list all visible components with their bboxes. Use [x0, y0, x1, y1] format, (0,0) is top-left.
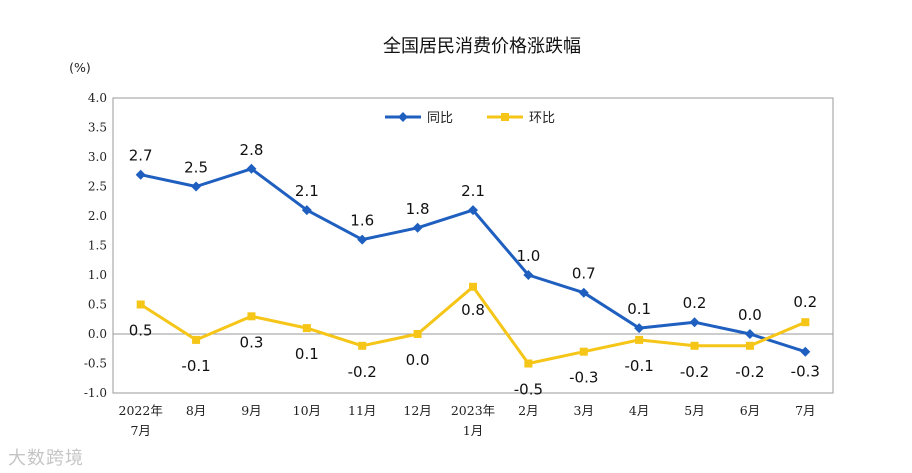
x-tick-label: 9月 [241, 403, 261, 418]
yoy-data-label: 2.1 [295, 182, 319, 200]
mom-point [358, 341, 367, 350]
yoy-point [744, 329, 755, 339]
yoy-point [578, 287, 589, 298]
legend-marker-yoy [398, 112, 408, 122]
yoy-point [191, 181, 202, 192]
yoy-data-label: 0.0 [738, 306, 762, 324]
yoy-data-label: 1.0 [516, 247, 540, 265]
yoy-data-label: 2.7 [129, 147, 153, 165]
yoy-point [135, 169, 146, 180]
y-tick-label: 1.5 [88, 239, 107, 253]
x-tick-label: 5月 [684, 403, 704, 418]
mom-point [579, 347, 588, 356]
x-tick-label: 6月 [740, 403, 760, 418]
x-tick-label: 2023年 1月 [451, 403, 495, 438]
mom-point [524, 359, 533, 368]
yoy-point [246, 163, 257, 174]
x-tick-label: 12月 [403, 403, 431, 418]
mom-point [469, 282, 477, 291]
mom-data-label: -0.2 [348, 363, 377, 381]
yoy-data-label: 0.2 [683, 294, 707, 312]
mom-point [413, 330, 422, 338]
series-layer [135, 163, 811, 368]
yoy-data-label: 2.1 [461, 182, 485, 200]
y-tick-label: 1.0 [88, 268, 107, 282]
legend-marker-mom [501, 113, 509, 121]
yoy-point [301, 205, 312, 216]
mom-data-label: 0.3 [240, 333, 264, 351]
y-tick-label: 0.0 [88, 327, 107, 341]
y-tick-label: 2.5 [88, 180, 107, 194]
x-tick-label: 8月 [186, 403, 206, 418]
yoy-point [357, 234, 368, 245]
plot-area-frame [112, 97, 834, 394]
y-tick-label: 3.0 [88, 150, 107, 164]
y-tick-label: 0.5 [88, 298, 107, 312]
data-labels-layer: 2.7 2.5 2.8 2.1 1.6 1.8 2.1 1.0 0.7 0.1 0.2 0.0 -0.3… [129, 141, 820, 399]
mom-data-label: -0.5 [514, 381, 543, 399]
y-tick-label: 4.0 [88, 91, 107, 105]
y-tick-label: -0.5 [84, 357, 107, 371]
mom-data-label: -0.1 [625, 357, 654, 375]
yoy-point [412, 222, 423, 233]
y-axis-label: (%) [69, 60, 91, 75]
mom-data-label: -0.1 [181, 357, 210, 375]
x-axis-ticks: 2022年 7月 8月 9月 10月 11月 12月 2023年 1月 2月 3月 4月 5月 6月 7月 [119, 403, 816, 438]
yoy-point [468, 205, 478, 216]
y-tick-label: 3.5 [88, 121, 107, 135]
mom-data-label: -0.3 [569, 369, 598, 387]
y-tick-label: -1.0 [84, 386, 107, 400]
mom-data-label: 0.1 [295, 345, 319, 363]
yoy-point [800, 346, 811, 357]
mom-point [136, 300, 145, 309]
yoy-data-label: 0.7 [572, 265, 596, 283]
yoy-data-label: 1.6 [350, 212, 374, 230]
yoy-data-label: 2.5 [184, 159, 208, 177]
yoy-data-label: 0.1 [627, 300, 651, 318]
y-axis-ticks: 4.0 3.5 3.0 2.5 2.0 1.5 1.0 0.5 0.0 -0.5 -1.0 [84, 91, 107, 400]
legend: 同比 环比 [385, 111, 555, 126]
legend-label-mom: 环比 [529, 111, 555, 126]
mom-data-label: 0.2 [793, 293, 817, 311]
x-tick-label: 2月 [518, 403, 538, 418]
mom-point [801, 318, 810, 327]
mom-data-label: 0.5 [129, 322, 153, 340]
y-tick-label: 2.0 [88, 209, 107, 223]
x-tick-label: 3月 [574, 403, 594, 418]
x-tick-label: 2022年 7月 [119, 403, 163, 438]
yoy-point [689, 317, 700, 328]
mom-point [690, 341, 699, 350]
yoy-point [634, 323, 645, 334]
mom-point [302, 324, 311, 333]
mom-data-label: 0.8 [461, 301, 485, 319]
chart-title: 全国居民消费价格涨跌幅 [383, 36, 581, 57]
yoy-data-label: 1.8 [406, 200, 430, 218]
yoy-data-label: 2.8 [240, 141, 264, 159]
mom-point [635, 335, 644, 344]
x-tick-label: 11月 [348, 403, 376, 418]
mom-data-label: 0.0 [406, 351, 430, 369]
yoy-point [523, 270, 534, 280]
mom-data-label: -0.2 [680, 363, 709, 381]
mom-point [192, 335, 201, 344]
yoy-data-label: -0.3 [791, 363, 820, 381]
watermark: 大数跨境 [8, 448, 84, 469]
x-tick-label: 10月 [293, 403, 321, 418]
legend-label-yoy: 同比 [427, 111, 453, 126]
mom-point [247, 312, 256, 321]
mom-point [745, 341, 754, 350]
x-tick-label: 4月 [629, 403, 649, 418]
mom-data-label: -0.2 [735, 363, 764, 381]
x-tick-label: 7月 [795, 403, 815, 418]
